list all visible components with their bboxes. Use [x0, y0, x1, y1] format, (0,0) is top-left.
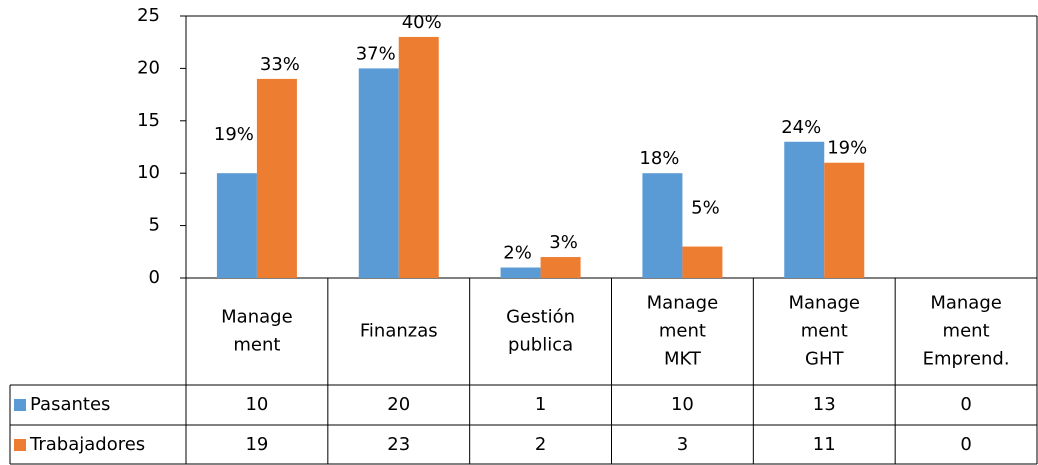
x-tick-label: ment — [233, 335, 280, 356]
table-value: 3 — [677, 434, 688, 455]
bar — [682, 246, 723, 278]
y-tick-label: 10 — [137, 162, 160, 183]
x-tick-label: Manage — [647, 293, 719, 314]
x-tick-label: Emprend. — [923, 349, 1010, 370]
bar — [216, 173, 257, 278]
data-label: 2% — [503, 243, 532, 264]
x-tick-label: Manage — [789, 293, 861, 314]
table-value: 11 — [813, 434, 836, 455]
legend-label: Pasantes — [30, 394, 110, 415]
x-tick-label: Manage — [930, 293, 1002, 314]
bar — [500, 267, 541, 278]
legend-label: Trabajadores — [29, 434, 145, 455]
bar — [784, 141, 825, 278]
y-tick-label: 0 — [149, 267, 160, 288]
bar — [398, 36, 439, 279]
table-value: 1 — [535, 394, 546, 415]
table-value: 23 — [387, 434, 410, 455]
y-tick-label: 15 — [137, 110, 160, 131]
bar — [824, 162, 865, 278]
data-label: 19% — [827, 138, 867, 159]
table-value: 20 — [387, 394, 410, 415]
x-tick-label: MKT — [664, 349, 702, 370]
legend-swatch — [14, 439, 26, 451]
bar — [642, 173, 683, 278]
bar — [358, 68, 399, 279]
table-value: 10 — [245, 394, 268, 415]
legend-swatch — [14, 399, 26, 411]
data-label: 19% — [214, 124, 254, 145]
table-value: 13 — [813, 394, 836, 415]
bar — [256, 78, 297, 278]
x-tick-label: Manage — [221, 307, 293, 328]
x-tick-label: Gestión — [506, 307, 575, 328]
data-label: 3% — [549, 232, 578, 253]
data-label: 40% — [402, 12, 442, 33]
data-label: 24% — [781, 117, 821, 138]
table-value: 19 — [245, 434, 268, 455]
x-tick-label: ment — [801, 321, 848, 342]
data-label: 5% — [691, 198, 720, 219]
bar — [540, 257, 581, 278]
table-value: 2 — [535, 434, 546, 455]
x-tick-label: ment — [943, 321, 990, 342]
y-tick-label: 25 — [137, 5, 160, 26]
y-tick-label: 20 — [137, 57, 160, 78]
table-value: 0 — [960, 394, 971, 415]
data-label: 18% — [639, 148, 679, 169]
table-value: 10 — [671, 394, 694, 415]
x-tick-label: publica — [508, 335, 573, 356]
x-tick-label: GHT — [805, 349, 844, 370]
data-label: 33% — [260, 54, 300, 75]
x-tick-label: Finanzas — [360, 321, 438, 342]
data-label: 37% — [356, 43, 396, 64]
table-value: 0 — [960, 434, 971, 455]
y-tick-label: 5 — [149, 215, 160, 236]
x-tick-label: ment — [659, 321, 706, 342]
